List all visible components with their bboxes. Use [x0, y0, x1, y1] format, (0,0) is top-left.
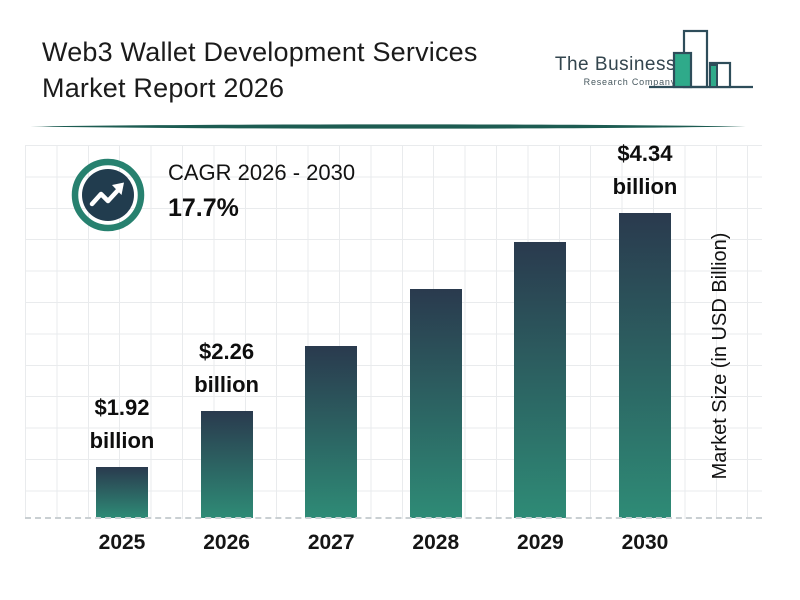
cagr-label: CAGR 2026 - 2030	[168, 160, 356, 185]
value-amount: $4.34	[617, 141, 673, 166]
bar-value-label: $1.92 billion	[90, 391, 155, 457]
bar-column: $1.92 billion	[72, 391, 172, 518]
year-label: 2030	[621, 531, 669, 554]
bar-column	[490, 242, 590, 518]
bar-value-label: $2.26 billion	[194, 335, 259, 401]
value-unit: billion	[194, 372, 259, 397]
bar-column	[386, 289, 486, 518]
cagr-badge	[71, 158, 145, 232]
year-label: 2028	[412, 531, 460, 554]
value-amount: $2.26	[199, 339, 255, 364]
bar-column: $4.34 billion	[595, 137, 695, 518]
year-label: 2027	[307, 531, 355, 554]
bar	[618, 213, 671, 518]
x-axis-baseline	[25, 517, 762, 519]
trend-up-icon	[89, 182, 124, 207]
bar	[96, 467, 148, 518]
year-label: 2026	[203, 531, 250, 554]
bar-column: $2.26 billion	[177, 335, 277, 518]
bar	[409, 289, 462, 518]
bar	[200, 411, 253, 518]
logo-text: The Business Research Company	[540, 54, 676, 87]
y-axis-title: Market Size (in USD Billion)	[709, 232, 731, 480]
divider-line	[30, 124, 746, 129]
company-logo: The Business Research Company	[540, 24, 760, 96]
header: Web3 Wallet Development Services Market …	[0, 0, 800, 120]
value-unit: billion	[612, 174, 678, 199]
x-axis-labels: 2025 2026 2027 2028 2029 2030	[72, 531, 695, 555]
cagr-value: 17.7%	[168, 194, 239, 222]
page-title: Web3 Wallet Development Services Market …	[42, 34, 478, 106]
value-amount: $1.92	[94, 395, 150, 420]
bar-value-label: $4.34 billion	[613, 137, 678, 203]
bar-column	[281, 346, 381, 518]
chart-area: $1.92 billion $2.26 billion $4.34 billio…	[72, 118, 695, 518]
bar	[514, 242, 567, 518]
logo-name: The Business	[554, 54, 676, 75]
title-line-2: Market Report 2026	[42, 73, 285, 103]
bar	[305, 346, 358, 518]
year-label: 2025	[98, 531, 146, 554]
title-line-1: Web3 Wallet Development Services	[42, 37, 478, 67]
logo-subtitle: Research Company	[583, 77, 676, 87]
logo-bars-icon	[649, 29, 753, 89]
value-unit: billion	[89, 428, 155, 453]
year-label: 2029	[517, 531, 564, 554]
